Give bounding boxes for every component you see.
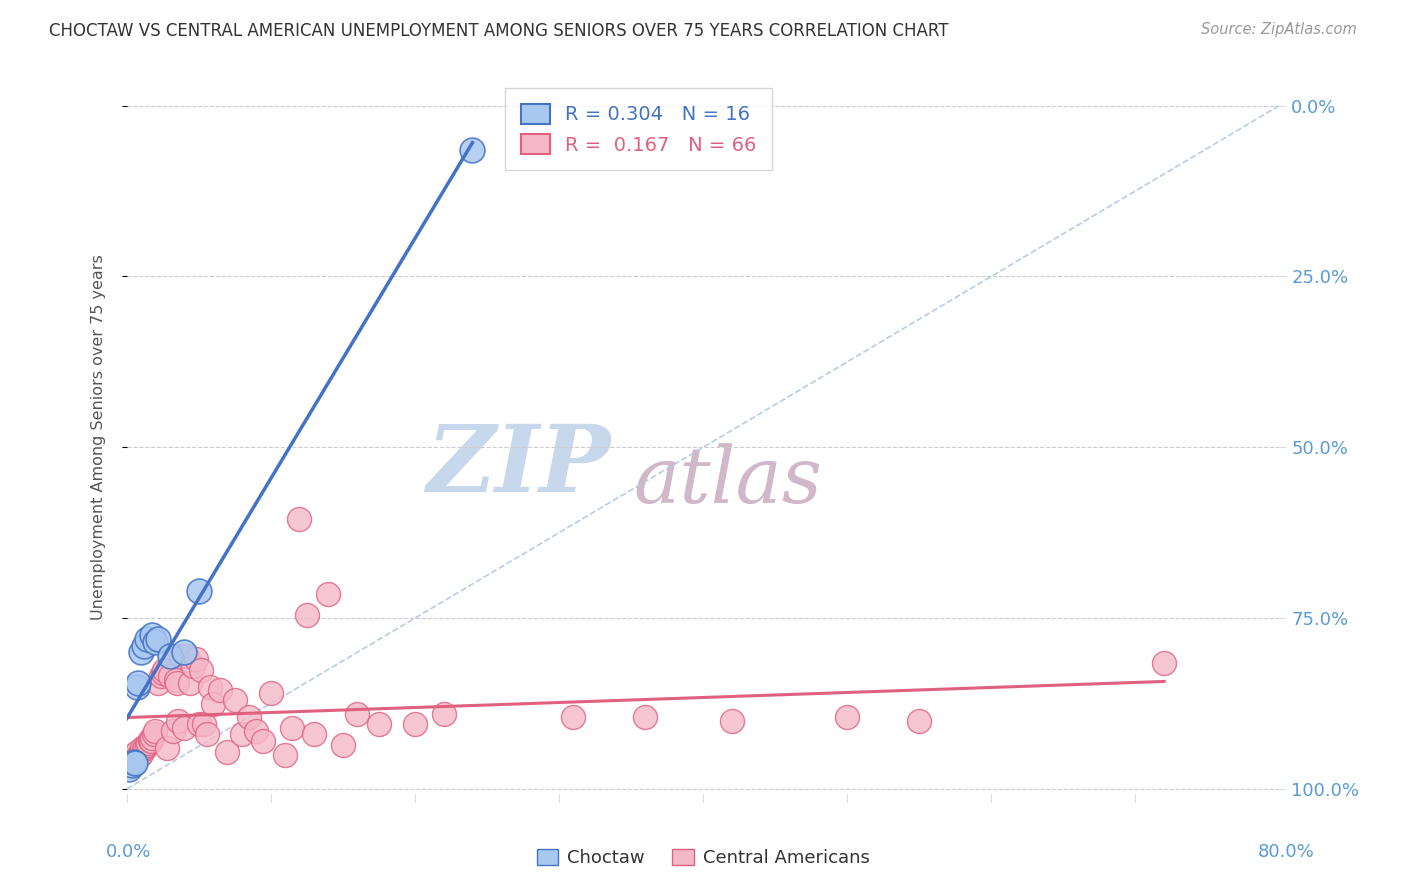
Point [136, 736, 159, 750]
Point [1153, 656, 1175, 670]
Point [217, 745, 239, 759]
Point [252, 734, 274, 748]
Point [259, 686, 281, 700]
Point [132, 742, 155, 756]
Text: CHOCTAW VS CENTRAL AMERICAN UNEMPLOYMENT AMONG SENIORS OVER 75 YEARS CORRELATION: CHOCTAW VS CENTRAL AMERICAN UNEMPLOYMENT… [49, 22, 949, 40]
Point [184, 652, 207, 666]
Point [193, 717, 215, 731]
Point [129, 645, 152, 659]
Point [159, 648, 181, 663]
Point [562, 710, 585, 724]
Point [166, 676, 188, 690]
Point [224, 693, 246, 707]
Legend: Choctaw, Central Americans: Choctaw, Central Americans [529, 841, 877, 874]
Point [129, 747, 152, 761]
Point [461, 143, 484, 157]
Point [274, 747, 297, 762]
Point [238, 710, 260, 724]
Point [190, 663, 212, 677]
Point [127, 749, 149, 764]
Point [245, 724, 267, 739]
Point [159, 669, 181, 683]
Point [908, 714, 931, 728]
Point [187, 583, 209, 598]
Text: 0.0%: 0.0% [105, 843, 150, 861]
Point [231, 727, 253, 741]
Point [318, 587, 340, 601]
Point [209, 683, 232, 698]
Point [124, 753, 146, 767]
Point [202, 697, 225, 711]
Point [118, 755, 141, 769]
Point [145, 635, 166, 649]
Point [141, 731, 163, 745]
Point [835, 710, 858, 724]
Point [179, 676, 201, 690]
Point [118, 762, 141, 776]
Point [281, 721, 304, 735]
Point [142, 727, 165, 741]
Point [302, 727, 325, 741]
Point [141, 628, 163, 642]
Point [132, 639, 155, 653]
Point [634, 710, 657, 724]
Point [145, 724, 166, 739]
Point [138, 732, 160, 747]
Point [135, 738, 157, 752]
Text: Source: ZipAtlas.com: Source: ZipAtlas.com [1201, 22, 1357, 37]
Point [167, 714, 190, 728]
Point [125, 680, 148, 694]
Point [122, 755, 145, 769]
Point [121, 756, 143, 771]
Legend: R = 0.304   N = 16, R =  0.167   N = 66: R = 0.304 N = 16, R = 0.167 N = 66 [505, 88, 772, 170]
Point [128, 747, 150, 762]
Point [120, 751, 142, 765]
Text: ZIP: ZIP [426, 421, 610, 511]
Point [346, 706, 368, 721]
Point [121, 758, 143, 772]
Point [165, 673, 187, 687]
Point [127, 676, 149, 690]
Point [195, 727, 218, 741]
Point [131, 741, 153, 756]
Point [122, 747, 145, 762]
Point [173, 645, 195, 659]
Point [176, 648, 198, 663]
Point [135, 632, 157, 646]
Text: atlas: atlas [634, 442, 823, 519]
Point [720, 714, 742, 728]
Point [148, 676, 170, 690]
Point [433, 706, 456, 721]
Point [153, 663, 176, 677]
Point [148, 632, 170, 646]
Point [173, 721, 195, 735]
Point [156, 741, 179, 756]
Point [134, 739, 156, 754]
Point [170, 648, 193, 663]
Point [332, 738, 354, 752]
Point [139, 734, 162, 748]
Point [125, 745, 148, 759]
Point [404, 717, 426, 731]
Y-axis label: Unemployment Among Seniors over 75 years: Unemployment Among Seniors over 75 years [91, 254, 105, 620]
Point [162, 724, 184, 739]
Point [187, 717, 209, 731]
Point [124, 756, 146, 771]
Point [150, 669, 173, 683]
Point [288, 512, 311, 526]
Point [181, 659, 204, 673]
Point [198, 680, 221, 694]
Text: 80.0%: 80.0% [1258, 843, 1315, 861]
Point [152, 665, 174, 680]
Point [367, 717, 389, 731]
Point [295, 607, 318, 622]
